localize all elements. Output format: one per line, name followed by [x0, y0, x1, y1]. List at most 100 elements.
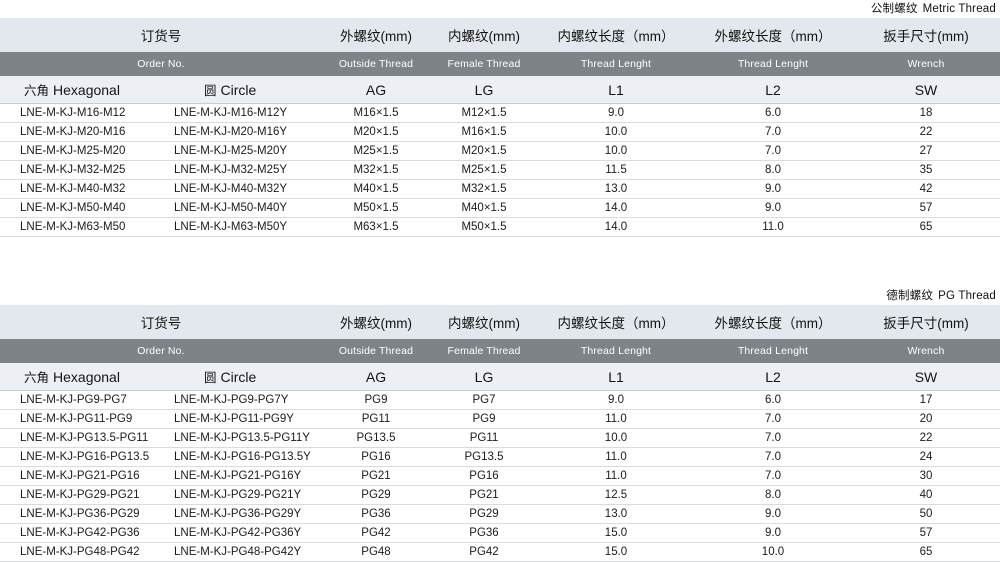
- table-header-row-cn: 订货号 外螺纹(mm) 内螺纹(mm) 内螺纹长度（mm） 外螺纹长度（mm） …: [0, 305, 1000, 339]
- cell-ord1: LNE-M-KJ-PG42-PG36: [0, 523, 170, 543]
- cell-l2: 11.0: [694, 217, 852, 237]
- cell-l1: 11.5: [538, 160, 694, 180]
- cell-ord1: LNE-M-KJ-PG21-PG16: [0, 466, 170, 486]
- cell-l2: 6.0: [694, 390, 852, 410]
- header-sym-circle-cn: 圆: [204, 84, 217, 98]
- header-sym-l2: L2: [694, 363, 852, 391]
- header-sym-hexagonal-cn: 六角: [24, 371, 50, 385]
- header-en-female-thread-length: Thread Lenght: [538, 339, 694, 363]
- cell-ag: M50×1.5: [322, 198, 430, 218]
- cell-sw: 50: [852, 504, 1000, 524]
- cell-l2: 9.0: [694, 523, 852, 543]
- cell-lg: M25×1.5: [430, 160, 538, 180]
- cell-l2: 9.0: [694, 504, 852, 524]
- cell-sw: 30: [852, 466, 1000, 486]
- cell-ag: PG29: [322, 485, 430, 505]
- table-header-row-symbols: 六角 Hexagonal 圆 Circle AG LG L1 L2 SW: [0, 76, 1000, 104]
- cell-l1: 14.0: [538, 217, 694, 237]
- cell-sw: 17: [852, 390, 1000, 410]
- header-cn-order-no: 订货号: [0, 18, 322, 52]
- cell-l2: 7.0: [694, 122, 852, 142]
- table-caption-pg-en: PG Thread: [938, 290, 996, 302]
- cell-sw: 20: [852, 409, 1000, 429]
- header-en-wrench: Wrench: [852, 339, 1000, 363]
- cell-lg: PG16: [430, 466, 538, 486]
- cell-ord2: LNE-M-KJ-PG13.5-PG11Y: [170, 428, 322, 448]
- cell-ord2: LNE-M-KJ-PG11-PG9Y: [170, 409, 322, 429]
- header-en-outside-thread: Outside Thread: [322, 52, 430, 76]
- header-sym-hexagonal-cn: 六角: [24, 84, 50, 98]
- cell-lg: PG9: [430, 409, 538, 429]
- header-en-female-thread: Female Thread: [430, 52, 538, 76]
- cell-sw: 27: [852, 141, 1000, 161]
- header-en-order-no: Order No.: [0, 339, 322, 363]
- cell-l2: 7.0: [694, 428, 852, 448]
- table-row: LNE-M-KJ-M32-M25 LNE-M-KJ-M32-M25Y M32×1.5…: [0, 160, 1000, 180]
- cell-sw: 22: [852, 428, 1000, 448]
- table-row: LNE-M-KJ-M40-M32 LNE-M-KJ-M40-M32Y M40×1.5…: [0, 179, 1000, 199]
- cell-l1: 15.0: [538, 523, 694, 543]
- cell-lg: PG29: [430, 504, 538, 524]
- cell-sw: 35: [852, 160, 1000, 180]
- cell-lg: M12×1.5: [430, 103, 538, 123]
- cell-l1: 11.0: [538, 447, 694, 467]
- header-en-outside-thread-length: Thread Lenght: [694, 52, 852, 76]
- cell-l2: 7.0: [694, 409, 852, 429]
- cell-sw: 42: [852, 179, 1000, 199]
- table-caption-metric-en: Metric Thread: [922, 3, 996, 15]
- header-sym-ag: AG: [322, 363, 430, 391]
- table-row: LNE-M-KJ-PG11-PG9 LNE-M-KJ-PG11-PG9Y PG11 P…: [0, 409, 1000, 429]
- cell-l1: 9.0: [538, 103, 694, 123]
- header-cn-female-thread-length: 内螺纹长度（mm）: [538, 305, 694, 339]
- header-cn-female-thread: 内螺纹(mm): [430, 305, 538, 339]
- header-sym-circle: 圆 Circle: [170, 363, 322, 391]
- cell-lg: PG21: [430, 485, 538, 505]
- cell-ord1: LNE-M-KJ-M25-M20: [0, 141, 170, 161]
- cell-ag: M63×1.5: [322, 217, 430, 237]
- header-sym-circle-en: Circle: [220, 369, 257, 385]
- cell-ag: PG16: [322, 447, 430, 467]
- header-sym-l2: L2: [694, 76, 852, 104]
- cell-lg: M40×1.5: [430, 198, 538, 218]
- cell-ord1: LNE-M-KJ-M63-M50: [0, 217, 170, 237]
- table-header-row-en: Order No. Outside Thread Female Thread T…: [0, 52, 1000, 76]
- table-row: LNE-M-KJ-M20-M16 LNE-M-KJ-M20-M16Y M20×1.5…: [0, 122, 1000, 142]
- header-sym-lg: LG: [430, 363, 538, 391]
- cell-ag: M32×1.5: [322, 160, 430, 180]
- cell-ord1: LNE-M-KJ-PG16-PG13.5: [0, 447, 170, 467]
- cell-ord1: LNE-M-KJ-M50-M40: [0, 198, 170, 218]
- cell-ord2: LNE-M-KJ-M40-M32Y: [170, 179, 322, 199]
- cell-lg: M20×1.5: [430, 141, 538, 161]
- cell-ord2: LNE-M-KJ-PG42-PG36Y: [170, 523, 322, 543]
- cell-l2: 9.0: [694, 179, 852, 199]
- cell-lg: M32×1.5: [430, 179, 538, 199]
- cell-ord2: LNE-M-KJ-M32-M25Y: [170, 160, 322, 180]
- cell-l2: 8.0: [694, 485, 852, 505]
- header-en-outside-thread: Outside Thread: [322, 339, 430, 363]
- cell-ag: M40×1.5: [322, 179, 430, 199]
- table-row: LNE-M-KJ-M63-M50 LNE-M-KJ-M63-M50Y M63×1.5…: [0, 217, 1000, 237]
- cell-l1: 10.0: [538, 141, 694, 161]
- table-row: LNE-M-KJ-PG29-PG21 LNE-M-KJ-PG29-PG21Y PG2…: [0, 485, 1000, 505]
- cell-ord2: LNE-M-KJ-M25-M20Y: [170, 141, 322, 161]
- header-en-wrench: Wrench: [852, 52, 1000, 76]
- header-cn-outside-thread: 外螺纹(mm): [322, 18, 430, 52]
- table-caption-metric-cn: 公制螺纹: [870, 3, 918, 15]
- header-sym-hexagonal-en: Hexagonal: [53, 82, 120, 98]
- table-row: LNE-M-KJ-PG21-PG16 LNE-M-KJ-PG21-PG16Y PG2…: [0, 466, 1000, 486]
- cell-l1: 11.0: [538, 409, 694, 429]
- table-caption-pg: 德制螺纹 PG Thread: [0, 287, 1000, 305]
- cell-sw: 18: [852, 103, 1000, 123]
- cell-l2: 6.0: [694, 103, 852, 123]
- table-row: LNE-M-KJ-PG16-PG13.5 LNE-M-KJ-PG16-PG13.5…: [0, 447, 1000, 467]
- cell-sw: 22: [852, 122, 1000, 142]
- cell-l1: 15.0: [538, 542, 694, 562]
- cell-ag: PG42: [322, 523, 430, 543]
- pg-thread-table: 订货号 外螺纹(mm) 内螺纹(mm) 内螺纹长度（mm） 外螺纹长度（mm） …: [0, 305, 1000, 562]
- cell-ord1: LNE-M-KJ-M20-M16: [0, 122, 170, 142]
- cell-ord2: LNE-M-KJ-M20-M16Y: [170, 122, 322, 142]
- table-header-row-symbols: 六角 Hexagonal 圆 Circle AG LG L1 L2 SW: [0, 363, 1000, 391]
- cell-ag: PG11: [322, 409, 430, 429]
- metric-thread-table: 订货号 外螺纹(mm) 内螺纹(mm) 内螺纹长度（mm） 外螺纹长度（mm） …: [0, 18, 1000, 237]
